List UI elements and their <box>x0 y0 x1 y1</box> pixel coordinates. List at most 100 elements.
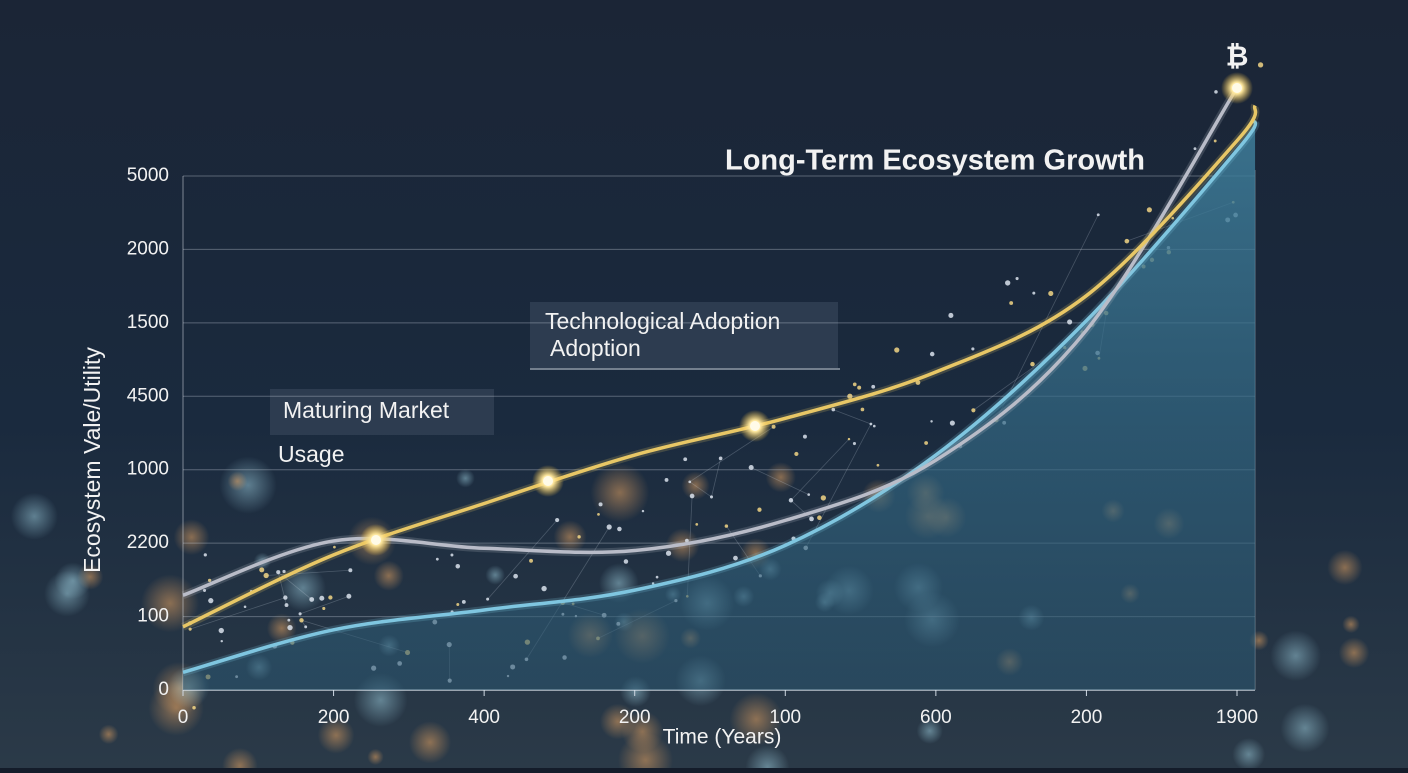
network-node <box>1097 213 1100 216</box>
annotation: Technological Adoption <box>545 308 780 334</box>
network-node <box>1258 62 1263 67</box>
network-node <box>870 423 873 426</box>
network-node <box>328 595 332 599</box>
bokeh <box>485 565 505 585</box>
bokeh <box>374 561 404 591</box>
y-axis-label: Ecosystem Vale/Utility <box>79 347 105 573</box>
x-tick-label: 400 <box>468 707 500 728</box>
network-node <box>208 598 213 603</box>
network-node <box>1048 291 1053 296</box>
network-node <box>1147 207 1152 212</box>
highlight-dot <box>1232 83 1242 93</box>
network-node <box>873 425 876 428</box>
y-tick-label: 5000 <box>127 165 169 186</box>
annotation: Usage <box>278 441 344 467</box>
x-tick-label: 1900 <box>1216 707 1258 728</box>
network-node <box>757 508 761 512</box>
network-node <box>1016 277 1019 280</box>
network-node <box>665 478 669 482</box>
annotation: Maturing Market <box>283 397 450 423</box>
network-node <box>690 494 695 499</box>
network-node <box>1194 147 1197 150</box>
network-node <box>794 452 798 456</box>
network-node <box>861 408 865 412</box>
bokeh <box>456 469 475 488</box>
network-node <box>287 625 292 630</box>
bokeh <box>1270 630 1321 681</box>
network-node <box>894 347 899 352</box>
network-node <box>930 352 935 357</box>
network-node <box>283 595 287 599</box>
network-node <box>299 612 302 615</box>
network-node <box>821 495 826 500</box>
y-tick-label: 100 <box>137 606 169 627</box>
network-node <box>683 457 687 461</box>
network-node <box>436 558 439 561</box>
bokeh <box>228 471 248 491</box>
network-node <box>617 527 622 532</box>
bokeh <box>174 519 210 555</box>
network-node <box>871 385 875 389</box>
network-node <box>1125 239 1130 244</box>
network-node <box>450 554 453 557</box>
network-node <box>304 625 307 628</box>
network-node <box>877 464 880 467</box>
y-tick-label: 2000 <box>127 238 169 259</box>
network-node <box>688 480 691 483</box>
x-tick-label: 100 <box>769 707 801 728</box>
network-node <box>930 420 932 422</box>
network-node <box>333 546 336 549</box>
network-node <box>695 523 698 526</box>
network-node <box>1214 90 1217 93</box>
network-node <box>725 524 728 527</box>
network-node <box>948 313 953 318</box>
network-node <box>848 438 850 440</box>
network-node <box>924 441 928 445</box>
highlight-dot <box>371 535 381 545</box>
bokeh <box>219 456 276 513</box>
bokeh <box>1327 550 1362 585</box>
bokeh <box>99 724 119 744</box>
network-node <box>666 551 671 556</box>
network-node <box>577 535 580 538</box>
network-node <box>319 596 324 601</box>
y-tick-label: 1500 <box>127 312 169 333</box>
bokeh <box>11 493 58 540</box>
network-node <box>1009 301 1013 305</box>
network-node <box>555 518 559 522</box>
network-node <box>529 559 533 563</box>
network-node <box>950 420 955 425</box>
y-tick-label: 2200 <box>127 532 169 553</box>
network-node <box>264 573 269 578</box>
y-tick-label: 0 <box>158 679 169 700</box>
network-node <box>597 513 600 516</box>
network-node <box>192 706 195 709</box>
network-node <box>462 600 466 604</box>
x-tick-label: 200 <box>318 707 350 728</box>
network-node <box>642 510 644 512</box>
highlight-dot <box>750 421 760 431</box>
network-node <box>817 515 822 520</box>
bokeh <box>1342 616 1360 634</box>
network-node <box>807 493 810 496</box>
bokeh <box>766 462 796 492</box>
bokeh <box>1339 637 1370 668</box>
network-node <box>599 502 603 506</box>
network-node <box>456 603 459 606</box>
network-node <box>1067 319 1072 324</box>
bitcoin-symbol: ₿ <box>1226 40 1249 71</box>
bokeh <box>590 463 649 522</box>
network-node <box>656 576 659 579</box>
network-node <box>486 598 489 601</box>
y-tick-label: 4500 <box>127 385 169 406</box>
chart-title: Long-Term Ecosystem Growth <box>725 145 1145 177</box>
network-node <box>789 498 793 502</box>
network-node <box>1214 140 1217 143</box>
network-node <box>219 628 224 633</box>
bokeh <box>1281 704 1330 753</box>
network-node <box>299 618 303 622</box>
x-tick-label: 600 <box>920 707 952 728</box>
bokeh <box>367 749 383 765</box>
network-node <box>287 619 290 622</box>
